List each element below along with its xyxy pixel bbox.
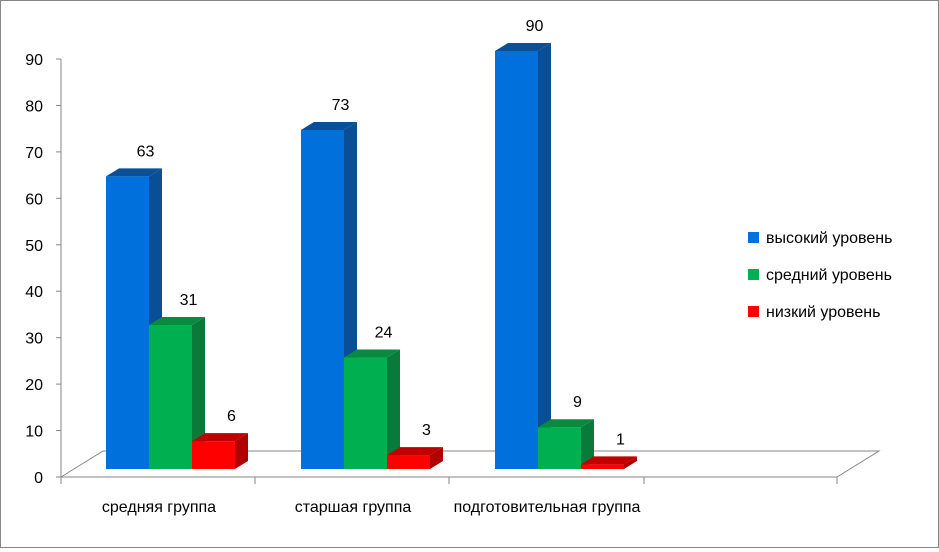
legend-swatch	[748, 269, 759, 280]
bar	[192, 433, 248, 469]
bar-front-face	[149, 325, 192, 469]
legend-swatch	[748, 232, 759, 243]
bar	[149, 317, 205, 469]
y-tick-label: 70	[25, 145, 43, 162]
legend-label: средний уровень	[766, 267, 892, 284]
x-category-label: средняя группа	[102, 499, 216, 516]
bar-top-face	[301, 121, 357, 130]
bar-front-face	[581, 464, 624, 469]
y-tick-label: 20	[25, 377, 43, 394]
bar-top-face	[581, 456, 637, 465]
bar-front-face	[344, 357, 387, 469]
legend: высокий уровень средний уровень низкий уро…	[748, 230, 892, 321]
y-tick-label: 60	[25, 191, 43, 208]
bar	[581, 456, 637, 469]
data-label: 73	[332, 97, 350, 114]
bar	[495, 43, 551, 469]
bar	[538, 419, 594, 469]
bar-top-face	[106, 168, 162, 177]
data-label: 31	[180, 292, 198, 309]
bar-front-face	[106, 176, 149, 469]
y-tick-label: 30	[25, 331, 43, 348]
bar	[387, 447, 443, 469]
bar-front-face	[495, 51, 538, 469]
bar-side-face	[581, 419, 594, 469]
bar-front-face	[387, 455, 430, 469]
bar-front-face	[192, 441, 235, 469]
y-tick-label: 90	[25, 52, 43, 69]
legend-label: низкий уровень	[766, 304, 880, 321]
bar-side-face	[387, 349, 400, 469]
bar	[344, 349, 400, 469]
bar-front-face	[538, 427, 581, 469]
data-label: 1	[616, 431, 625, 448]
bar-top-face	[495, 43, 551, 51]
bar-top-face	[538, 419, 594, 428]
bar-front-face	[301, 129, 344, 469]
legend-label: высокий уровень	[766, 230, 892, 247]
y-tick-label: 10	[25, 424, 43, 441]
bar-top-face	[192, 433, 248, 442]
bar-top-face	[344, 349, 400, 358]
data-label: 6	[227, 408, 236, 425]
y-tick-label: 0	[34, 470, 43, 487]
bars-layer	[106, 43, 637, 469]
y-tick-label: 80	[25, 98, 43, 115]
y-tick-label: 40	[25, 284, 43, 301]
data-label: 9	[573, 394, 582, 411]
x-category-label: подготовительная группа	[454, 499, 641, 516]
data-label: 90	[526, 18, 544, 35]
bar-side-face	[235, 433, 248, 469]
bar-top-face	[387, 447, 443, 456]
legend-swatch	[748, 306, 759, 317]
bar-side-face	[624, 456, 637, 469]
chart-floor-plane	[59, 450, 881, 478]
labels-layer: средняя группа старшая группа подготовител…	[102, 18, 641, 516]
chart-floor	[59, 450, 881, 478]
bar-top-face	[149, 317, 205, 326]
data-label: 63	[137, 143, 155, 160]
data-label: 24	[375, 325, 393, 342]
data-label: 3	[422, 422, 431, 439]
x-category-label: старшая группа	[295, 499, 412, 516]
bar-side-face	[430, 447, 443, 469]
y-tick-label: 50	[25, 238, 43, 255]
bar-side-face	[192, 317, 205, 469]
bar-side-face	[538, 43, 551, 469]
